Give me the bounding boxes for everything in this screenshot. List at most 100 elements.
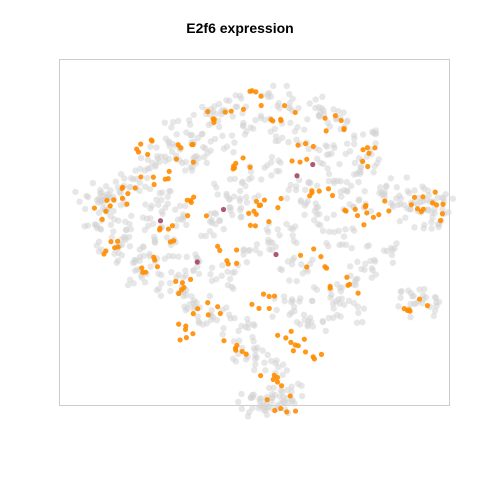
background-cell-point	[226, 203, 233, 211]
expressing-cell-point	[115, 238, 121, 244]
background-cell-point	[108, 234, 116, 241]
expressing-cell-point	[178, 287, 185, 293]
background-cell-point	[146, 185, 154, 193]
background-cell-point	[288, 298, 295, 306]
background-cell-point	[354, 275, 361, 282]
background-cell-point	[350, 140, 358, 148]
background-cell-point	[133, 266, 141, 273]
background-cell-point	[251, 322, 258, 329]
background-cell-point	[313, 182, 321, 189]
background-cell-point	[107, 212, 114, 220]
expressing-cell-point	[176, 290, 182, 297]
background-cell-point	[289, 232, 296, 239]
background-cell-point	[323, 215, 331, 222]
background-cell-point	[343, 118, 351, 126]
background-cell-point	[302, 186, 309, 194]
background-cell-point	[129, 259, 137, 267]
expressing-cell-point	[108, 239, 114, 245]
background-cell-point	[110, 207, 117, 215]
background-cell-point	[324, 165, 331, 172]
expressing-cell-point	[191, 194, 197, 200]
background-cell-point	[141, 183, 149, 190]
background-cell-point	[377, 184, 384, 191]
background-cell-point	[143, 174, 151, 182]
expressing-cell-point	[157, 225, 163, 231]
background-cell-point	[286, 277, 293, 284]
background-cell-point	[117, 170, 125, 178]
background-cell-point	[283, 367, 291, 374]
background-cell-point	[289, 225, 296, 233]
background-cell-point	[84, 193, 92, 201]
background-cell-point	[355, 178, 362, 186]
high-expressing-cell-point	[220, 206, 227, 213]
expressing-cell-point	[382, 198, 388, 204]
background-cell-point	[235, 337, 243, 344]
background-cell-point	[305, 145, 312, 153]
background-cell-point	[356, 196, 363, 203]
expressing-cell-point	[257, 202, 264, 208]
background-cell-point	[95, 248, 103, 255]
background-cell-point	[330, 142, 337, 149]
background-cell-point	[265, 228, 272, 236]
background-cell-point	[153, 196, 160, 203]
background-cell-point	[338, 193, 345, 200]
background-cell-point	[259, 347, 266, 354]
background-cell-point	[298, 261, 305, 268]
background-cell-point	[402, 214, 409, 221]
background-cell-point	[220, 325, 227, 332]
background-cell-point	[421, 285, 428, 293]
background-cell-point	[207, 138, 214, 145]
background-cell-point	[147, 263, 154, 270]
background-cell-point	[155, 270, 162, 277]
background-cell-point	[148, 202, 155, 209]
expressing-cell-point	[364, 210, 370, 216]
expressing-cell-point	[376, 212, 382, 218]
background-cell-point	[424, 187, 432, 194]
background-cell-point	[330, 211, 338, 219]
background-cell-point	[291, 128, 299, 135]
background-cell-point	[186, 301, 193, 308]
expressing-cell-point	[345, 282, 351, 288]
background-cell-point	[300, 311, 308, 318]
background-cell-point	[168, 148, 176, 155]
expressing-cell-point	[288, 328, 294, 334]
background-cell-point	[283, 195, 291, 202]
expressing-cell-point	[103, 248, 109, 254]
background-cell-point	[91, 221, 99, 228]
background-cell-point	[338, 295, 345, 302]
background-cell-point	[250, 125, 257, 132]
background-cell-point	[271, 391, 279, 399]
expressing-cell-point	[281, 102, 288, 109]
background-cell-point	[230, 193, 238, 200]
background-cell-point	[262, 407, 269, 414]
background-cell-point	[169, 118, 177, 126]
background-cell-point	[129, 176, 137, 183]
background-cell-point	[146, 252, 153, 260]
background-cell-point	[330, 305, 337, 312]
background-cell-point	[136, 179, 143, 187]
expressing-cell-point	[288, 339, 294, 345]
background-cell-point	[294, 380, 302, 387]
background-cell-point	[449, 195, 457, 202]
background-cell-point	[93, 242, 101, 249]
background-cell-point	[188, 167, 196, 174]
background-cell-point	[295, 104, 302, 112]
expressing-cell-point	[309, 190, 315, 196]
background-cell-point	[166, 143, 173, 150]
background-cell-point	[374, 159, 381, 167]
background-cell-point	[419, 183, 426, 190]
background-cell-point	[216, 217, 224, 225]
background-cell-point	[176, 202, 184, 210]
expressing-cell-point	[151, 254, 157, 260]
expressing-cell-point	[316, 188, 322, 194]
expressing-cell-point	[217, 247, 223, 253]
expressing-cell-point	[176, 321, 182, 327]
background-cell-point	[144, 165, 152, 172]
background-cell-point	[345, 297, 353, 305]
background-cell-point	[383, 182, 390, 190]
background-cell-point	[206, 218, 214, 225]
background-cell-point	[251, 366, 258, 374]
background-cell-point	[126, 184, 133, 191]
expressing-cell-point	[332, 113, 338, 119]
background-cell-point	[367, 257, 374, 265]
